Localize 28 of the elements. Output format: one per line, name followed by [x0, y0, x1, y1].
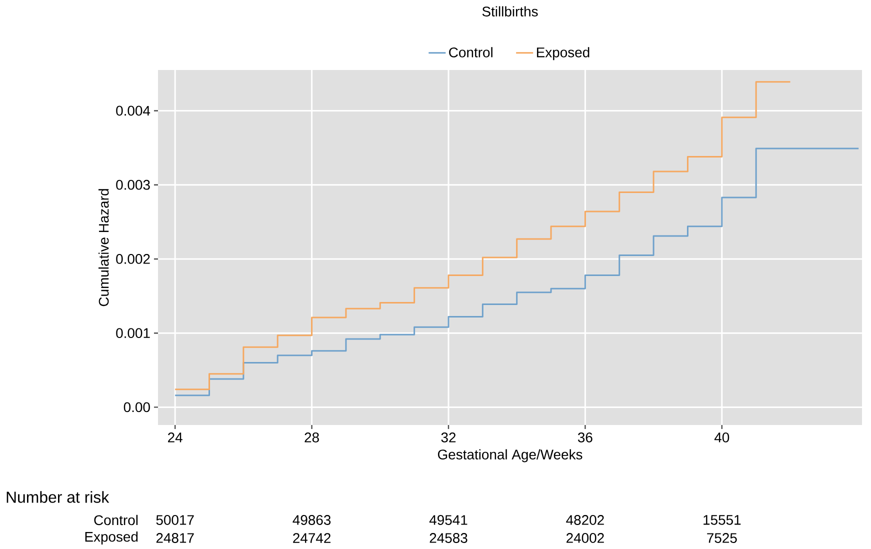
- text: 15551: [704, 515, 741, 525]
- text: 49541: [429, 515, 468, 525]
- text: 24002: [566, 533, 604, 543]
- legend-label: Exposed: [536, 47, 590, 60]
- text: 24583: [430, 533, 468, 543]
- text: 24742: [293, 533, 330, 543]
- text: Number at risk: [6, 491, 110, 503]
- text: Control: [94, 514, 138, 526]
- text: 50017: [156, 515, 194, 525]
- y-tick-label: 0.004: [116, 106, 150, 116]
- chart-title: Stillbirths: [482, 6, 538, 16]
- y-tick-label: 0.001: [116, 328, 150, 338]
- y-tick-label: 0.003: [116, 180, 150, 190]
- x-tick-label: 36: [578, 432, 592, 442]
- y-tick-label: 0.002: [116, 254, 150, 264]
- y-tick-label: 0.00: [124, 402, 150, 412]
- x-tick-label: 40: [714, 432, 730, 442]
- x-tick-label: 28: [304, 432, 319, 442]
- x-tick-label: 32: [441, 432, 456, 442]
- text: 24817: [156, 533, 194, 543]
- x-tick-label: 24: [168, 432, 182, 442]
- text: Exposed: [85, 531, 138, 544]
- text: 48202: [566, 515, 604, 525]
- text: 49863: [292, 515, 331, 525]
- legend-label: Control: [449, 47, 492, 58]
- x-axis-title: Gestational Age/Weeks: [438, 449, 582, 462]
- y-axis-title: Cumulative Hazard: [98, 189, 109, 306]
- text: 7525: [707, 533, 737, 543]
